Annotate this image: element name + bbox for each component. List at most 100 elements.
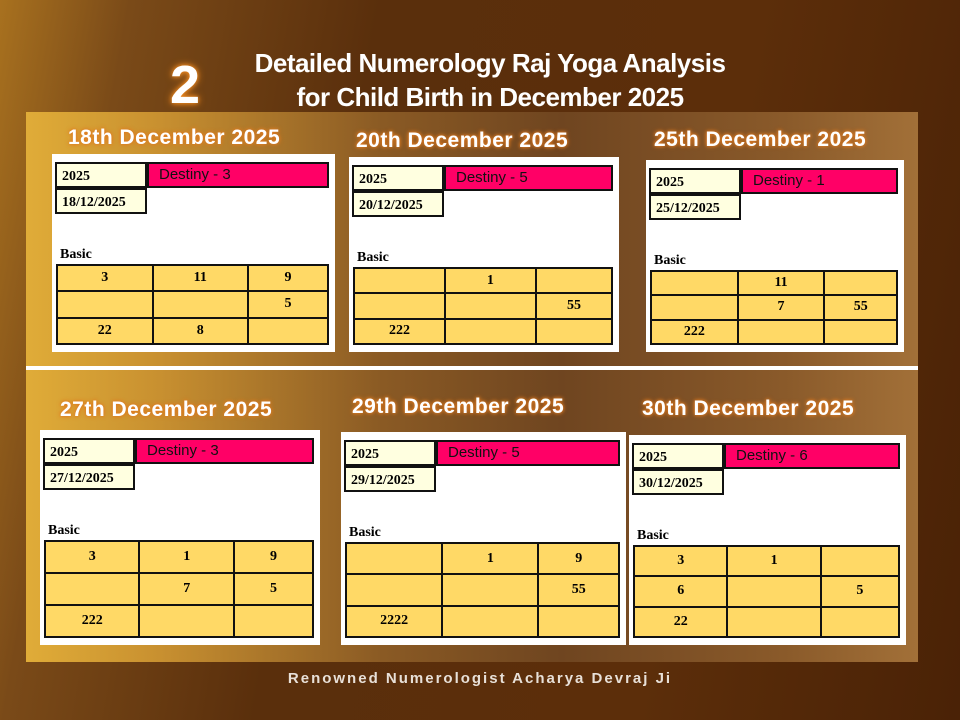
grid-cell [234, 606, 312, 636]
destiny-cell: Destiny - 5 [436, 440, 620, 466]
basic-label: Basic [60, 247, 92, 262]
date-cell: 20/12/2025 [352, 191, 444, 217]
destiny-cell: Destiny - 5 [444, 165, 613, 191]
grid-cell: 222 [46, 606, 139, 636]
grid-cell: 2222 [347, 606, 442, 636]
grid-cell [825, 272, 896, 295]
grid-cell: 9 [249, 266, 327, 291]
grid-cell [652, 272, 737, 295]
year-cell: 2025 [43, 438, 135, 464]
grid-cell: 3 [635, 547, 727, 576]
year-cell: 2025 [649, 168, 741, 194]
grid-cell [738, 320, 824, 343]
card-title: 20th December 2025 [356, 129, 569, 152]
numerology-grid: 3 1 9 7 5 222 [44, 540, 314, 638]
basic-label: Basic [637, 528, 669, 543]
page-title: Detailed Numerology Raj Yoga Analysis fo… [200, 46, 780, 114]
grid-cell: 11 [738, 272, 824, 295]
grid-cell [825, 320, 896, 343]
date-cell: 29/12/2025 [344, 466, 436, 492]
grid-cell: 5 [249, 292, 327, 317]
grid-cell: 1 [443, 544, 538, 574]
date-cell: 25/12/2025 [649, 194, 741, 220]
grid-cell: 1 [728, 547, 820, 576]
grid-cell: 3 [58, 266, 152, 291]
card-title: 27th December 2025 [60, 398, 273, 421]
grid-cell: 5 [234, 574, 312, 604]
grid-cell [536, 319, 611, 343]
grid-cell: 9 [234, 542, 312, 572]
grid-cell [443, 575, 538, 605]
grid-cell [821, 547, 898, 576]
grid-cell: 1 [445, 269, 535, 293]
grid-cell: 55 [539, 575, 618, 605]
grid-cell: 222 [355, 319, 444, 343]
grid-cell [821, 607, 898, 636]
title-line-2: for Child Birth in December 2025 [296, 82, 684, 112]
grid-cell: 11 [153, 266, 248, 291]
grid-cell [445, 319, 535, 343]
numerology-grid: 11 7 55 222 [650, 270, 898, 345]
title-line-1: Detailed Numerology Raj Yoga Analysis [254, 48, 726, 78]
grid-cell: 1 [140, 542, 233, 572]
grid-cell [347, 544, 442, 574]
grid-cell [46, 574, 139, 604]
date-cell: 30/12/2025 [632, 469, 724, 495]
basic-label: Basic [48, 523, 80, 538]
row-divider [26, 366, 918, 370]
destiny-cell: Destiny - 3 [135, 438, 314, 464]
card-title: 29th December 2025 [352, 395, 565, 418]
footer-credit: Renowned Numerologist Acharya Devraj Ji [287, 670, 673, 687]
date-cell: 18/12/2025 [55, 188, 147, 214]
grid-cell: 8 [153, 318, 248, 343]
grid-cell [153, 292, 248, 317]
grid-cell: 22 [58, 318, 152, 343]
grid-cell [443, 606, 538, 636]
grid-cell: 3 [46, 542, 139, 572]
date-card: 2025 Destiny - 1 25/12/2025 Basic 11 7 55 2… [646, 160, 904, 352]
card-title: 18th December 2025 [68, 126, 281, 149]
year-cell: 2025 [352, 165, 444, 191]
slide-number: 2 [170, 55, 201, 115]
year-cell: 2025 [55, 162, 147, 188]
year-cell: 2025 [632, 443, 724, 469]
card-title: 25th December 2025 [654, 128, 867, 151]
grid-cell [652, 296, 737, 319]
grid-cell [445, 294, 535, 318]
grid-cell [249, 318, 327, 343]
date-card: 2025 Destiny - 5 20/12/2025 Basic 1 55 222 [349, 157, 619, 352]
grid-cell: 55 [536, 294, 611, 318]
date-card: 2025 Destiny - 3 18/12/2025 Basic 3 11 9 5 2… [52, 154, 335, 352]
grid-cell [140, 606, 233, 636]
basic-label: Basic [357, 250, 389, 265]
grid-cell: 7 [140, 574, 233, 604]
numerology-grid: 3 1 6 5 22 [633, 545, 900, 638]
grid-cell: 55 [825, 296, 896, 319]
grid-cell: 22 [635, 607, 727, 636]
basic-label: Basic [349, 525, 381, 540]
grid-cell [355, 294, 444, 318]
date-card: 2025 Destiny - 5 29/12/2025 Basic 1 9 55 22… [341, 432, 626, 645]
date-card: 2025 Destiny - 6 30/12/2025 Basic 3 1 6 5 22 [629, 435, 906, 645]
numerology-grid: 1 9 55 2222 [345, 542, 620, 638]
numerology-grid: 1 55 222 [353, 267, 613, 345]
grid-cell: 6 [635, 577, 727, 606]
grid-cell: 5 [821, 577, 898, 606]
grid-cell [536, 269, 611, 293]
date-cell: 27/12/2025 [43, 464, 135, 490]
grid-cell: 9 [539, 544, 618, 574]
grid-cell [728, 577, 820, 606]
grid-cell [347, 575, 442, 605]
year-cell: 2025 [344, 440, 436, 466]
grid-cell [728, 607, 820, 636]
destiny-cell: Destiny - 1 [741, 168, 898, 194]
grid-cell: 222 [652, 320, 737, 343]
grid-cell [355, 269, 444, 293]
destiny-cell: Destiny - 3 [147, 162, 329, 188]
destiny-cell: Destiny - 6 [724, 443, 900, 469]
grid-cell [58, 292, 152, 317]
numerology-grid: 3 11 9 5 22 8 [56, 264, 329, 345]
card-title: 30th December 2025 [642, 397, 855, 420]
grid-cell [539, 606, 618, 636]
